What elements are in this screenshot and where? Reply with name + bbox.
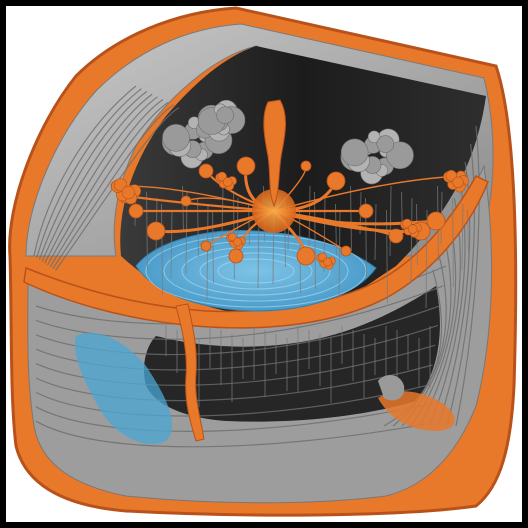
- strata-line: [35, 420, 425, 448]
- strata-line: [35, 404, 428, 432]
- strata-line: [41, 93, 153, 262]
- image-canvas: [6, 6, 522, 522]
- cube-artwork: [8, 6, 518, 517]
- tendril-blob: [426, 211, 446, 231]
- tendril-blob: [452, 176, 464, 188]
- strata-line: [49, 101, 169, 268]
- strata-line: [33, 85, 137, 257]
- tendril-blob: [222, 177, 233, 187]
- tendril-blob: [228, 248, 244, 264]
- orange-top-plume: [263, 99, 286, 208]
- smoke-puff: [216, 106, 234, 124]
- smoke-puff: [376, 135, 395, 153]
- drip-line: [410, 197, 413, 283]
- drip-line: [314, 191, 316, 290]
- pool-ripple: [163, 240, 349, 302]
- pool-ripple: [181, 246, 331, 296]
- drip-line: [386, 209, 388, 304]
- tendril-blob: [407, 224, 418, 234]
- gray-lower-right-smoke: [378, 374, 405, 401]
- drip-line: [374, 203, 377, 261]
- orange-lower-right-splash: [378, 391, 455, 431]
- tendril-blob: [358, 203, 374, 219]
- pool-ripple: [199, 252, 313, 290]
- tendril-blob: [296, 246, 316, 266]
- tendril-blob: [121, 185, 135, 200]
- drip-line: [197, 197, 199, 258]
- tendril-blob: [146, 221, 166, 241]
- tendril-blob: [233, 237, 242, 247]
- tendril-blob: [200, 240, 212, 252]
- tendril-blob: [326, 171, 346, 191]
- strata-line: [36, 88, 142, 258]
- blue-lower-left: [75, 332, 173, 445]
- strata-line: [44, 96, 158, 264]
- strata-line: [55, 107, 180, 271]
- mid-orange-ledge: [23, 175, 489, 329]
- tendril-blob: [340, 245, 352, 257]
- drip-line: [182, 185, 184, 232]
- lower-dark-cavity: [144, 286, 440, 422]
- tendril-blob: [300, 160, 312, 172]
- drip-line: [452, 197, 454, 288]
- drip-line: [461, 203, 464, 271]
- tendril-blob: [323, 257, 332, 267]
- drip-line: [170, 209, 173, 279]
- smoke-puff: [367, 130, 381, 144]
- tendril: [273, 175, 462, 212]
- drip-line: [467, 209, 469, 254]
- tendril-blob: [128, 203, 144, 219]
- smoke-puff: [162, 124, 190, 152]
- drip-line: [206, 203, 209, 301]
- drip-line: [335, 203, 337, 256]
- strata-line: [455, 125, 480, 427]
- smoke-puff: [386, 141, 414, 170]
- smoke-puff: [340, 138, 369, 167]
- pool-ripple: [217, 258, 295, 284]
- gray-smoke-plumes: [161, 99, 414, 185]
- drip-line: [389, 185, 392, 257]
- tendril-blob: [180, 195, 192, 207]
- blue-pool: [135, 230, 377, 312]
- orange-lower-flow: [175, 303, 205, 442]
- drip-line: [350, 185, 352, 252]
- orange-core: [252, 189, 296, 233]
- strata-line: [52, 104, 175, 269]
- strata-line: [38, 90, 148, 260]
- strata-line: [446, 143, 475, 427]
- drip-line: [212, 209, 214, 284]
- tendril-blob: [198, 163, 214, 179]
- tendril-blob: [236, 156, 256, 176]
- strata-line: [46, 99, 164, 266]
- drip-line: [161, 203, 163, 296]
